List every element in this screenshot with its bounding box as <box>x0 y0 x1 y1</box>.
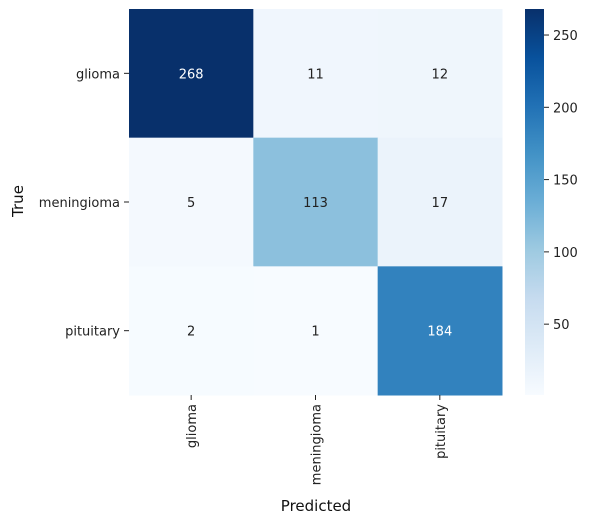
y-tick-label: meningioma <box>39 196 120 211</box>
heatmap-cell <box>377 9 503 139</box>
heatmap-cell <box>129 9 254 139</box>
cell-value-label: 5 <box>187 196 195 211</box>
cell-value-label: 2 <box>187 325 195 340</box>
y-axis-ticks: glioma meningioma pituitary <box>39 67 129 340</box>
colorbar-tick-label: 250 <box>553 29 578 44</box>
cell-value-label: 12 <box>432 67 449 82</box>
colorbar-tick-label: 50 <box>553 318 570 333</box>
x-tick-label: glioma <box>185 404 200 448</box>
cell-value-label: 268 <box>179 67 204 82</box>
colorbar-tick-label: 100 <box>553 246 578 261</box>
heatmap-cell <box>377 137 503 267</box>
cell-value-label: 184 <box>427 325 452 340</box>
heatmap-cell <box>129 266 254 396</box>
cell-value-label: 17 <box>432 196 449 211</box>
colorbar <box>525 9 544 395</box>
x-tick-label: pituitary <box>434 404 449 459</box>
y-axis-label: True <box>9 185 27 218</box>
cell-value-label: 113 <box>303 196 328 211</box>
heatmap-cell <box>253 266 379 396</box>
heatmap-cells <box>129 9 503 396</box>
heatmap-cell-labels: 268 11 12 5 113 17 2 1 184 <box>179 67 452 339</box>
heatmap-cell <box>129 137 254 267</box>
y-tick-label: pituitary <box>65 325 120 340</box>
colorbar-tick-label: 150 <box>553 174 578 189</box>
heatmap-cell <box>253 137 379 267</box>
colorbar-tick-label: 200 <box>553 101 578 116</box>
x-axis-ticks: glioma meningioma pituitary <box>185 395 449 485</box>
x-axis-label: Predicted <box>281 497 351 515</box>
y-tick-label: glioma <box>76 67 120 82</box>
x-tick-label: meningioma <box>309 404 324 485</box>
cell-value-label: 1 <box>311 325 319 340</box>
colorbar-ticks: 50 100 150 200 250 <box>544 29 578 333</box>
cell-value-label: 11 <box>307 67 324 82</box>
heatmap-cell <box>253 9 379 139</box>
heatmap-cell <box>377 266 503 396</box>
